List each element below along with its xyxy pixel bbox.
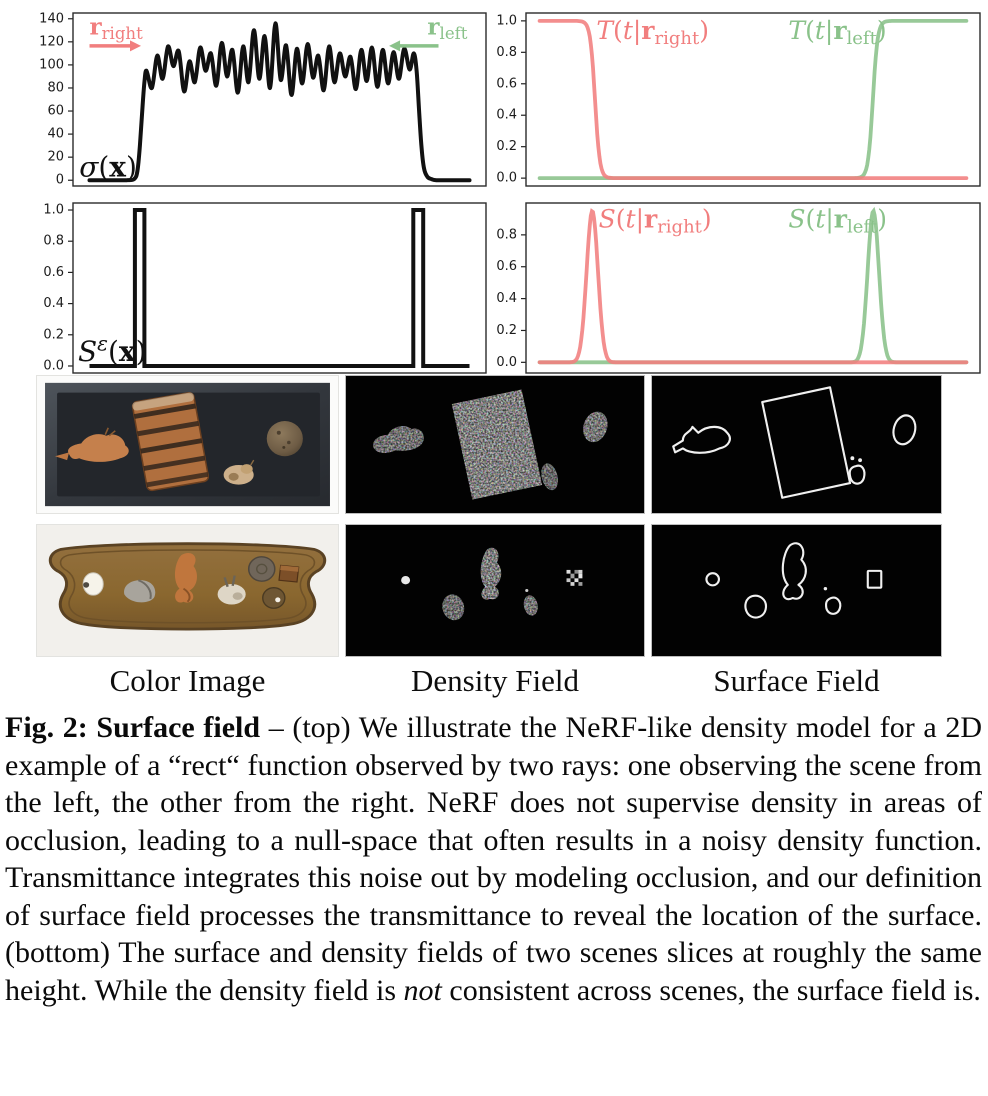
surface2-small-outline — [824, 596, 842, 615]
figure-caption: Fig. 2: Surface field – (top) We illustr… — [5, 711, 982, 1007]
surface-small-outline — [848, 464, 866, 485]
surface2-tall-outline — [781, 542, 807, 601]
egg-object — [82, 572, 104, 596]
svg-text:0.8: 0.8 — [496, 227, 517, 242]
color-image-scene1 — [36, 375, 339, 514]
density2-dot — [401, 575, 411, 585]
surface-field-scene1 — [651, 375, 942, 514]
surface-field-scene1-drawing — [652, 376, 941, 513]
svg-text:0.2: 0.2 — [43, 327, 64, 342]
density-small-blob — [541, 463, 559, 491]
round-ball — [266, 421, 303, 457]
plots-panel: 0 20 40 60 80 100 120 140 σ(x) rright rleft 0.0 0.2… — [0, 0, 988, 375]
density-deer-blob — [372, 426, 424, 454]
svg-text:0.6: 0.6 — [496, 76, 517, 91]
svg-text:140: 140 — [39, 11, 64, 26]
svg-text:20: 20 — [47, 150, 64, 165]
svg-text:T(t|rright): T(t|rright) — [596, 16, 709, 49]
svg-text:0.6: 0.6 — [496, 259, 517, 274]
plot-cell-transmittance: 0.0 0.2 0.4 0.6 0.8 1.0 T(t|rright) T(t|rleft) — [494, 0, 988, 195]
surface2-circle-outline — [705, 572, 721, 587]
column-labels: Color Image Density Field Surface Field — [0, 663, 988, 699]
svg-text:rright: rright — [90, 14, 144, 44]
color-image-scene2-drawing — [37, 525, 338, 656]
density2-tall-blob — [480, 547, 502, 600]
surface-ball-outline — [892, 414, 917, 446]
density2-stone-blob — [442, 594, 465, 621]
plot-surface-distribution: 0.0 0.2 0.4 0.6 0.8 S(t|rright) S(t|rleft) — [496, 202, 981, 374]
disc-object — [247, 556, 276, 582]
surface2-stone-outline — [744, 594, 768, 619]
svg-text:100: 100 — [39, 57, 64, 72]
svg-text:S(t|rright): S(t|rright) — [599, 205, 712, 238]
svg-text:0.0: 0.0 — [496, 171, 517, 186]
plot-cell-surface-indicator: 0.0 0.2 0.4 0.6 0.8 1.0 Sε(x) — [0, 195, 494, 375]
surface-deer-outline — [672, 425, 731, 454]
stone-object — [124, 579, 156, 603]
svg-text:rleft: rleft — [427, 14, 467, 44]
density-field-scene1 — [345, 375, 645, 514]
svg-text:120: 120 — [39, 34, 64, 49]
svg-text:0.0: 0.0 — [496, 355, 517, 370]
egg-shadow-dot — [83, 582, 90, 588]
density2-checker-square — [566, 569, 583, 586]
plot-density-1d: 0 20 40 60 80 100 120 140 σ(x) rright rleft — [39, 11, 487, 188]
density2-small-blob — [523, 595, 538, 616]
knob-object — [262, 587, 286, 609]
label-density-field: Density Field — [411, 663, 579, 698]
svg-text:0.2: 0.2 — [496, 323, 517, 338]
svg-text:1.0: 1.0 — [43, 203, 64, 218]
density2-speck — [525, 589, 529, 592]
deer-figurine — [55, 427, 129, 462]
svg-text:1.0: 1.0 — [496, 13, 517, 28]
surface-dot-1 — [850, 456, 855, 461]
svg-text:0.8: 0.8 — [496, 45, 517, 60]
plot-transmittance: 0.0 0.2 0.4 0.6 0.8 1.0 T(t|rright) T(t|rleft) — [496, 12, 981, 187]
svg-text:0.2: 0.2 — [496, 139, 517, 154]
svg-text:0.6: 0.6 — [43, 265, 64, 280]
svg-text:0.4: 0.4 — [43, 296, 64, 311]
plot-cell-surface-distribution: 0.0 0.2 0.4 0.6 0.8 S(t|rright) S(t|rleft) — [494, 195, 988, 375]
surface-box-outline — [761, 386, 852, 499]
density-field-scene1-drawing — [346, 376, 644, 513]
figure-2-surface-field: 0 20 40 60 80 100 120 140 σ(x) rright rleft 0.0 0.2… — [0, 0, 988, 1007]
svg-text:0.0: 0.0 — [43, 358, 64, 373]
svg-text:60: 60 — [47, 104, 64, 119]
plot-cell-density-1d: 0 20 40 60 80 100 120 140 σ(x) rright rleft — [0, 0, 494, 195]
striped-round-box — [131, 392, 210, 492]
small-animal-figurine — [223, 459, 255, 485]
surface-field-scene2-drawing — [652, 525, 941, 656]
density-field-scene2 — [345, 524, 645, 657]
svg-text:σ(x): σ(x) — [79, 150, 137, 183]
svg-text:S(t|rleft): S(t|rleft) — [788, 205, 887, 238]
svg-text:0: 0 — [56, 173, 64, 188]
label-color-image: Color Image — [109, 663, 266, 698]
svg-text:80: 80 — [47, 80, 64, 95]
color-image-scene2 — [36, 524, 339, 657]
cube-object — [278, 564, 300, 583]
svg-text:0.4: 0.4 — [496, 291, 517, 306]
label-surface-field: Surface Field — [713, 663, 880, 698]
fox-figurine — [174, 553, 198, 603]
image-grid — [0, 375, 988, 657]
color-image-scene1-drawing — [37, 376, 338, 513]
rabbit-figurine — [217, 575, 246, 605]
svg-text:0.4: 0.4 — [496, 108, 517, 123]
svg-text:0.8: 0.8 — [43, 234, 64, 249]
density-box-blob — [451, 389, 543, 500]
plot-surface-indicator: 0.0 0.2 0.4 0.6 0.8 1.0 Sε(x) — [43, 202, 487, 374]
surface-dot-2 — [858, 458, 863, 463]
surface-field-scene2 — [651, 524, 942, 657]
density-ball-blob — [582, 411, 608, 443]
svg-text:Sε(x): Sε(x) — [78, 332, 147, 369]
svg-text:T(t|rleft): T(t|rleft) — [788, 16, 886, 49]
svg-text:40: 40 — [47, 127, 64, 142]
surface2-dot — [823, 586, 828, 591]
surface2-rect-outline — [866, 569, 883, 589]
density-field-scene2-drawing — [346, 525, 644, 656]
